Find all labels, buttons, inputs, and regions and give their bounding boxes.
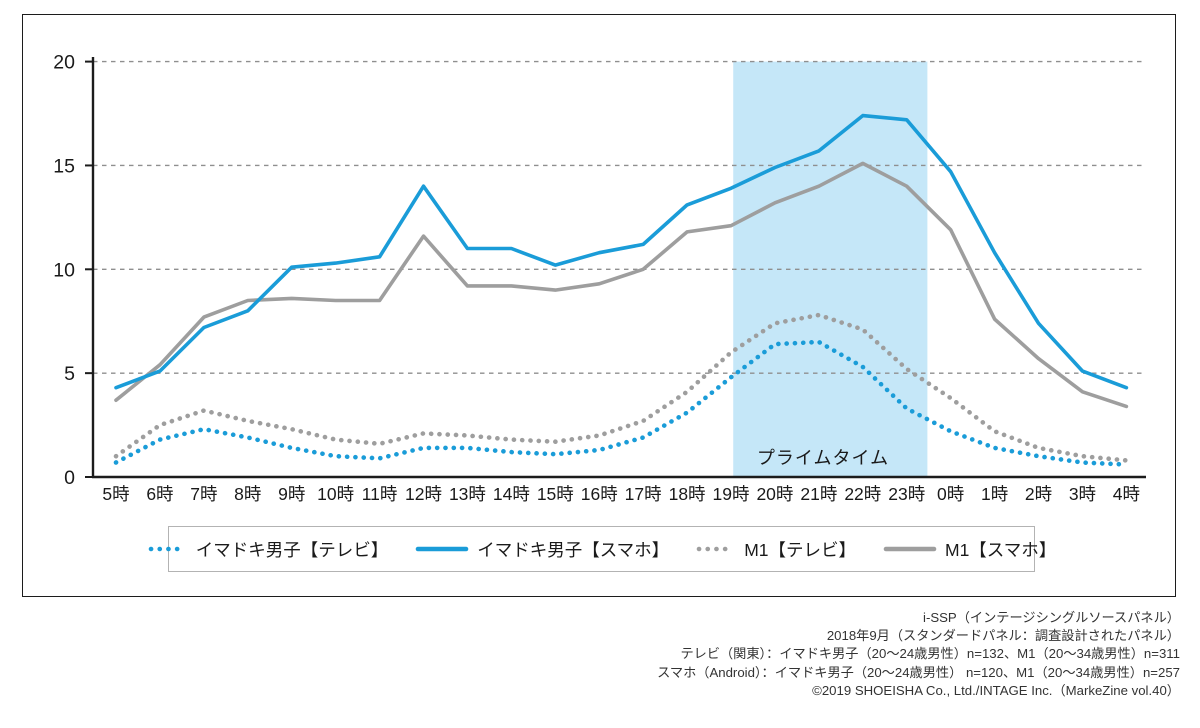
series-smartphone bbox=[114, 113, 1129, 390]
x-tick-label: 0時 bbox=[937, 484, 964, 504]
legend-swatch-solid bbox=[415, 546, 469, 552]
x-tick-label: 11時 bbox=[362, 484, 398, 504]
x-tick-label: 12時 bbox=[405, 484, 442, 504]
legend-label: イマドキ男子【テレビ】 bbox=[195, 539, 389, 560]
x-tick-label: 9時 bbox=[278, 484, 305, 504]
x-tick-label: 23時 bbox=[888, 484, 925, 504]
y-tick-label: 5 bbox=[64, 363, 75, 385]
source-note-line: テレビ（関東）：イマドキ男子（20～24歳男性）n=132、M1（20～34歳男… bbox=[680, 646, 1180, 662]
x-tick-label: 21時 bbox=[800, 484, 837, 504]
legend-item: イマドキ男子【テレビ】 bbox=[147, 537, 389, 562]
source-note-line: ©2019 SHOEISHA Co., Ltd./INTAGE Inc.（Mar… bbox=[812, 682, 1180, 698]
x-tick-label: 20時 bbox=[756, 484, 793, 504]
legend-label: イマドキ男子【スマホ】 bbox=[477, 539, 670, 560]
x-tick-label: 22時 bbox=[844, 484, 881, 504]
legend-item: M1【テレビ】 bbox=[695, 537, 856, 562]
legend-item: M1【スマホ】 bbox=[882, 537, 1056, 562]
y-tick-label: 15 bbox=[53, 155, 75, 177]
legend: イマドキ男子【テレビ】 イマドキ男子【スマホ】 M1【テレビ】 M1【スマホ】 bbox=[148, 526, 1056, 572]
legend-label: M1【スマホ】 bbox=[945, 539, 1057, 560]
x-tick-label: 13時 bbox=[449, 484, 486, 504]
x-tick-label: 7時 bbox=[190, 484, 217, 504]
series-tv bbox=[113, 312, 1129, 463]
legend-item: イマドキ男子【スマホ】 bbox=[414, 537, 669, 562]
legend-swatch-dotted bbox=[148, 546, 188, 552]
source-note-line: スマホ（Android）：イマドキ男子（20～24歳男性） n=120、M1（2… bbox=[657, 664, 1180, 680]
x-tick-label: 15時 bbox=[537, 484, 574, 504]
y-tick-label: 10 bbox=[53, 259, 75, 281]
x-tick-label: 4時 bbox=[1113, 484, 1140, 504]
legend-swatch-dotted bbox=[696, 546, 736, 552]
x-tick-label: 1時 bbox=[981, 484, 1008, 504]
x-tick-label: 2時 bbox=[1025, 484, 1052, 504]
x-tick-label: 19時 bbox=[713, 484, 750, 504]
prime-time-label: プライムタイム bbox=[756, 448, 890, 468]
series-smartphone bbox=[114, 161, 1129, 409]
legend-label: M1【テレビ】 bbox=[744, 539, 856, 560]
x-tick-label: 17時 bbox=[625, 484, 662, 504]
x-tick-label: 6時 bbox=[146, 484, 173, 504]
x-tick-label: 8時 bbox=[234, 484, 261, 504]
legend-swatch-solid bbox=[883, 546, 937, 552]
source-note-line: 2018年9月（スタンダードパネル：調査設計されたパネル） bbox=[826, 628, 1180, 644]
source-note-line: i-SSP（インテージシングルソースパネル） bbox=[923, 610, 1180, 625]
x-tick-label: 14時 bbox=[493, 484, 530, 504]
x-tick-label: 10時 bbox=[317, 484, 354, 504]
y-tick-label: 0 bbox=[64, 467, 75, 489]
x-tick-label: 3時 bbox=[1069, 484, 1096, 504]
y-tick-label: 20 bbox=[53, 52, 75, 74]
x-tick-label: 16時 bbox=[581, 484, 618, 504]
chart-frame bbox=[22, 14, 1176, 597]
series-tv bbox=[113, 339, 1129, 467]
source-notes: i-SSP（インテージシングルソースパネル） 2018年9月（スタンダードパネル：… bbox=[657, 609, 1180, 700]
x-tick-label: 5時 bbox=[102, 484, 129, 504]
x-tick-label: 18時 bbox=[669, 484, 706, 504]
